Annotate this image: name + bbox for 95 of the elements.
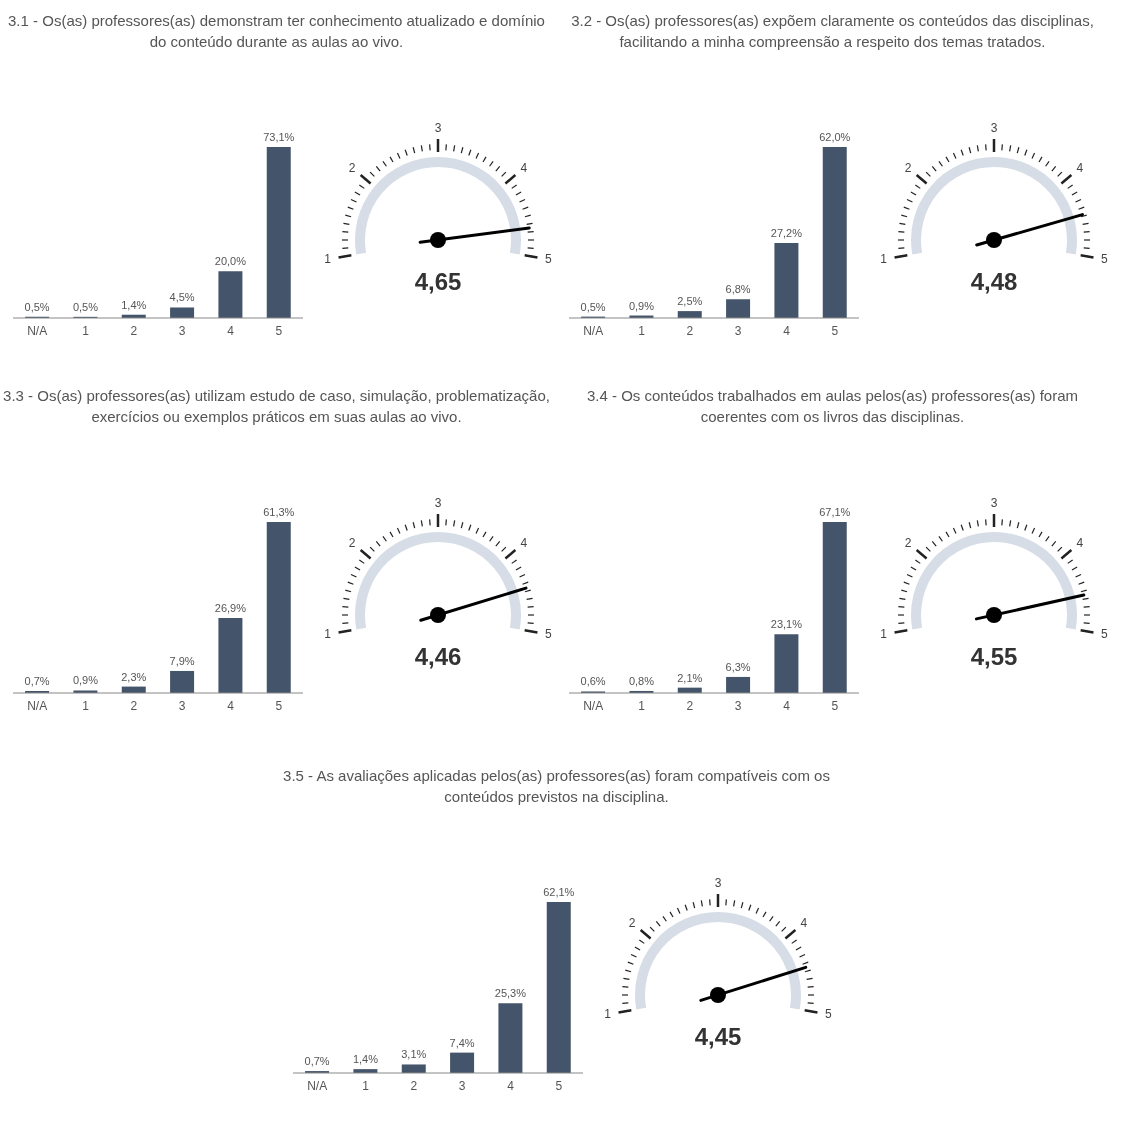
x-tick-label: N/A (307, 1078, 328, 1093)
text: 4 (520, 161, 528, 176)
text: 4 (800, 916, 808, 931)
data-label: 25,3% (494, 987, 527, 1000)
data-label: 2,1% (677, 671, 703, 684)
text: 3 (990, 496, 998, 510)
chart-title: 3.3 - Os(as) professores(as) utilizam estudo de caso, simulação, problematização, exercícios ou exemplos práticos em suas aulas ao vivo. (2, 386, 551, 427)
data-label: 4,45 (694, 1023, 742, 1050)
x-tick-label: 1 (82, 698, 90, 713)
text: 3 (434, 121, 442, 135)
data-label: 73,1% (263, 131, 295, 143)
data-label: 4,5% (169, 291, 195, 304)
text: 4 (520, 536, 528, 551)
chart-title: 3.1 - Os(as) professores(as) demonstram ter conhecimento atualizado e domínio do conteúdo durante as aulas ao vivo. (7, 11, 546, 52)
text: 3 (434, 496, 442, 510)
x-tick-label: 2 (130, 698, 138, 713)
x-tick-label: N/A (27, 698, 48, 713)
data-label: 1,4% (121, 298, 147, 311)
data-label: 1,4% (352, 1053, 379, 1066)
x-tick-label: 1 (638, 323, 646, 338)
data-label: 62,0% (819, 131, 851, 143)
text: 5 (544, 627, 552, 642)
text: 1 (324, 627, 332, 642)
data-label: 6,8% (725, 283, 751, 296)
data-label: 23,1% (770, 618, 803, 631)
data-label: 20,0% (214, 255, 247, 268)
x-tick-label: 4 (783, 698, 791, 713)
data-label: 6,3% (725, 660, 751, 673)
data-label: 0,5% (24, 300, 50, 313)
data-label: 4,55 (970, 643, 1018, 670)
data-label: 27,2% (770, 226, 803, 239)
data-label: 2,5% (677, 295, 703, 308)
text: 5 (824, 1007, 832, 1022)
data-label: 7,9% (169, 654, 195, 667)
data-label: 67,1% (819, 506, 851, 518)
x-tick-label: 1 (638, 698, 646, 713)
x-tick-label: N/A (583, 698, 604, 713)
text: 2 (348, 161, 356, 176)
data-label: 4,46 (414, 643, 462, 670)
text: 2 (348, 536, 356, 551)
x-tick-label: 5 (275, 698, 283, 713)
x-tick-label: 5 (555, 1078, 563, 1093)
text: 1 (880, 627, 888, 642)
data-label: 2,3% (121, 670, 147, 683)
x-tick-label: 3 (458, 1078, 466, 1093)
data-label: 4,65 (414, 268, 462, 295)
text: 1 (604, 1007, 612, 1022)
x-tick-label: 3 (178, 323, 186, 338)
x-tick-label: 4 (507, 1078, 515, 1093)
data-label: 0,6% (580, 675, 606, 688)
text: 2 (628, 916, 636, 931)
data-label: 61,3% (263, 506, 295, 518)
x-tick-label: 5 (831, 698, 839, 713)
data-label: 4,48 (970, 268, 1018, 295)
x-tick-label: 2 (686, 323, 694, 338)
data-label: 0,9% (628, 299, 655, 312)
data-label: 3,1% (401, 1048, 427, 1061)
x-tick-label: 5 (831, 323, 839, 338)
text: 3 (990, 121, 998, 135)
x-tick-label: 3 (178, 698, 186, 713)
x-tick-label: 4 (783, 323, 791, 338)
x-tick-label: 4 (227, 698, 235, 713)
data-label: 62,1% (543, 886, 575, 898)
text: 4 (1076, 536, 1084, 551)
x-tick-label: N/A (583, 323, 604, 338)
text: 2 (904, 161, 912, 176)
data-label: 26,9% (214, 601, 247, 614)
x-tick-label: 2 (410, 1078, 418, 1093)
text: 1 (880, 252, 888, 267)
chart-title: 3.5 - As avaliações aplicadas pelos(as) professores(as) foram compatíveis com os conteúdos previstos na disciplina. (282, 766, 831, 807)
x-tick-label: 2 (686, 698, 694, 713)
data-label: 0,9% (72, 674, 99, 687)
x-tick-label: 4 (227, 323, 235, 338)
x-tick-label: 3 (734, 698, 742, 713)
chart-title: 3.4 - Os conteúdos trabalhados em aulas pelos(as) professores(as) foram coerentes com os livros das disciplinas. (585, 386, 1080, 427)
data-label: 0,7% (304, 1055, 330, 1068)
text: 5 (1100, 252, 1108, 267)
text: 3 (714, 876, 722, 890)
data-label: 0,5% (72, 300, 99, 313)
x-tick-label: 1 (82, 323, 90, 338)
chart-title: 3.2 - Os(as) professores(as) expõem claramente os conteúdos das disciplinas, facilitando a minha compreensão a respeito dos temas tratados. (570, 11, 1095, 52)
text: 5 (544, 252, 552, 267)
x-tick-label: 3 (734, 323, 742, 338)
data-label: 0,8% (628, 674, 655, 687)
x-tick-label: 5 (275, 323, 283, 338)
text: 2 (904, 536, 912, 551)
x-tick-label: 2 (130, 323, 138, 338)
data-label: 7,4% (449, 1036, 475, 1049)
text: 5 (1100, 627, 1108, 642)
text: 1 (324, 252, 332, 267)
data-label: 0,5% (580, 300, 606, 313)
text: 4 (1076, 161, 1084, 176)
x-tick-label: 1 (362, 1078, 370, 1093)
data-label: 0,7% (24, 675, 50, 688)
x-tick-label: N/A (27, 323, 48, 338)
